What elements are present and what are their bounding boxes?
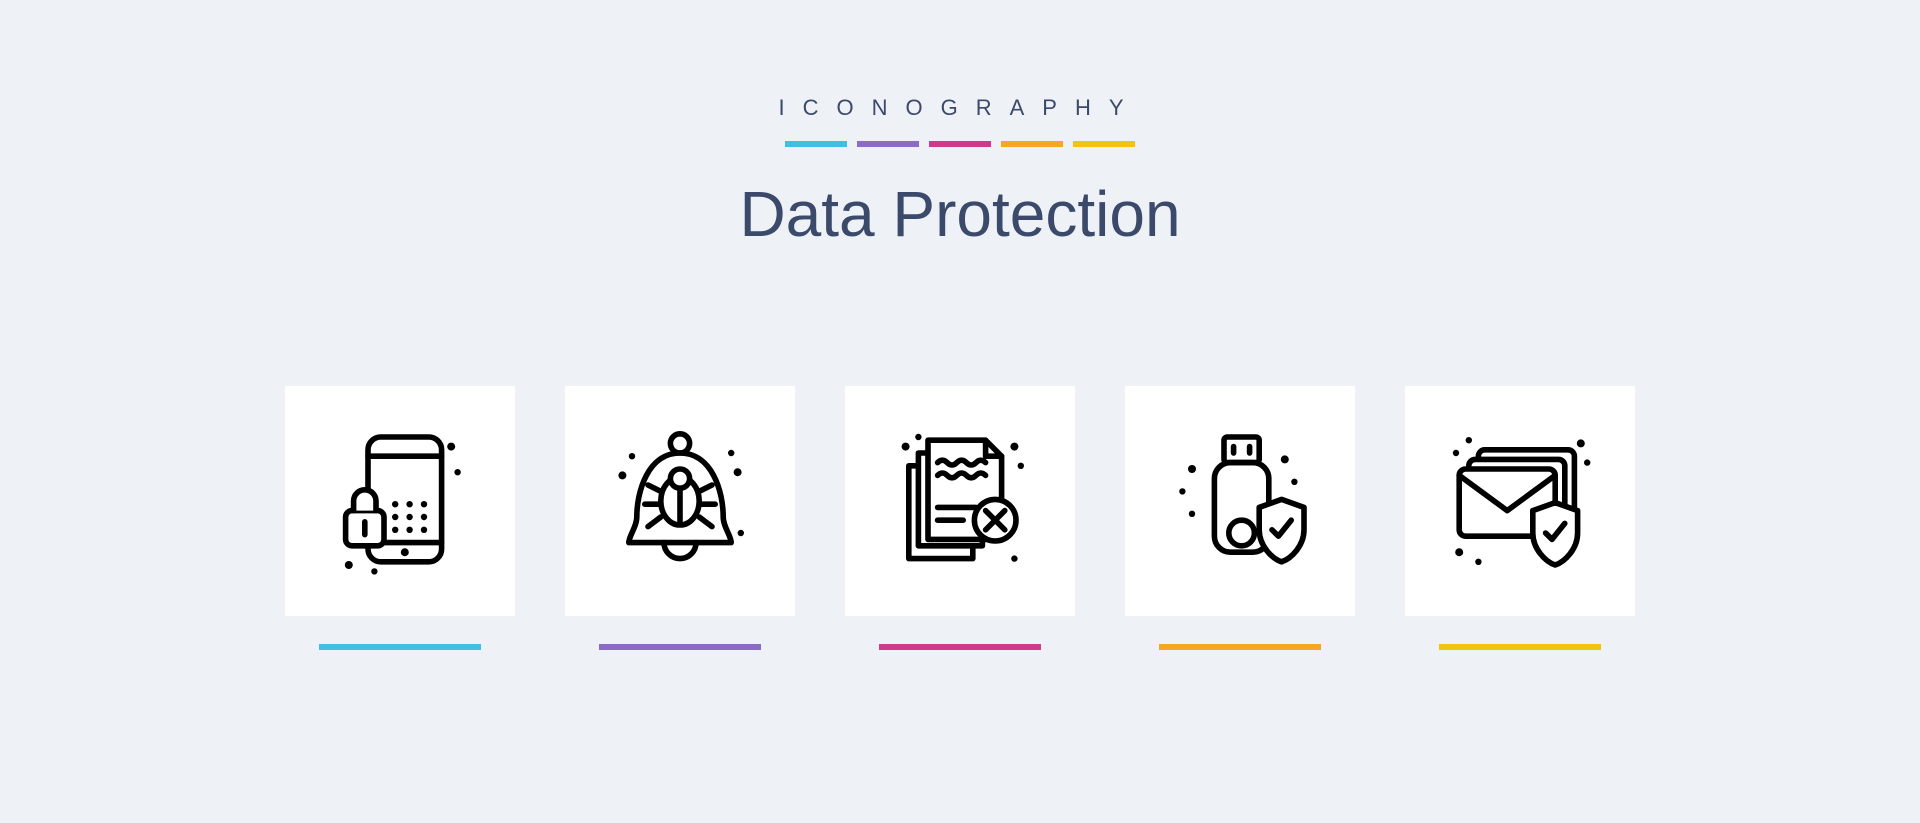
usb-shield-icon <box>1160 421 1320 581</box>
icon-card <box>565 386 795 616</box>
icon-card <box>1405 386 1635 616</box>
accent-segment-2 <box>857 141 919 147</box>
accent-segment-4 <box>1001 141 1063 147</box>
bug-alert-icon <box>600 421 760 581</box>
icon-card <box>1125 386 1355 616</box>
page-root: ICONOGRAPHY Data Protection <box>0 0 1920 823</box>
header-title: Data Protection <box>739 177 1180 251</box>
icon-underline <box>599 644 761 650</box>
icon-cell-usb-shield <box>1125 386 1355 650</box>
accent-segment-3 <box>929 141 991 147</box>
icon-cell-bug-alert <box>565 386 795 650</box>
icon-cell-mail-shield <box>1405 386 1635 650</box>
mail-shield-icon <box>1440 421 1600 581</box>
icon-underline <box>1159 644 1321 650</box>
icon-cell-mobile-lock <box>285 386 515 650</box>
icon-underline <box>1439 644 1601 650</box>
icon-cell-delete-file <box>845 386 1075 650</box>
delete-file-icon <box>880 421 1040 581</box>
icon-underline <box>319 644 481 650</box>
icon-card <box>845 386 1075 616</box>
header-accent-bar <box>785 141 1135 147</box>
accent-segment-1 <box>785 141 847 147</box>
header-subtitle: ICONOGRAPHY <box>778 95 1141 121</box>
icon-underline <box>879 644 1041 650</box>
icon-row <box>285 386 1635 650</box>
mobile-lock-icon <box>320 421 480 581</box>
icon-card <box>285 386 515 616</box>
accent-segment-5 <box>1073 141 1135 147</box>
